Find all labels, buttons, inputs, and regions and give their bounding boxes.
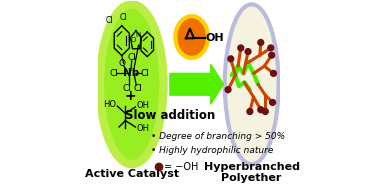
Text: • Highly hydrophilic nature: • Highly hydrophilic nature xyxy=(151,146,273,155)
Circle shape xyxy=(270,100,276,105)
Ellipse shape xyxy=(100,4,164,164)
Ellipse shape xyxy=(175,16,208,58)
Circle shape xyxy=(245,49,251,54)
Text: Cl: Cl xyxy=(122,84,131,93)
Text: Cl: Cl xyxy=(109,69,118,78)
Text: = −OH: = −OH xyxy=(164,162,198,172)
Circle shape xyxy=(258,107,264,113)
Text: Nb: Nb xyxy=(123,68,139,78)
Circle shape xyxy=(247,109,253,114)
Circle shape xyxy=(262,109,268,114)
Text: O: O xyxy=(119,59,125,68)
Text: Cl: Cl xyxy=(127,52,136,62)
Text: Active Catalyst: Active Catalyst xyxy=(85,169,179,179)
Text: Cl: Cl xyxy=(106,16,113,25)
Text: HO: HO xyxy=(103,100,116,109)
Circle shape xyxy=(238,45,244,51)
Circle shape xyxy=(228,56,234,62)
Text: OH: OH xyxy=(136,101,149,110)
Circle shape xyxy=(155,163,163,171)
Circle shape xyxy=(258,40,264,45)
Circle shape xyxy=(268,45,274,51)
Text: +: + xyxy=(124,89,136,103)
Circle shape xyxy=(271,70,276,76)
FancyArrow shape xyxy=(170,64,223,104)
Text: OH: OH xyxy=(136,124,149,133)
Circle shape xyxy=(269,52,274,58)
Text: OH: OH xyxy=(206,33,224,43)
Text: Slow addition: Slow addition xyxy=(125,109,215,122)
Text: Cl: Cl xyxy=(140,69,149,78)
Text: Hyperbranched
Polyether: Hyperbranched Polyether xyxy=(204,162,300,183)
Text: N: N xyxy=(136,32,141,38)
Circle shape xyxy=(225,87,231,93)
Text: O: O xyxy=(131,37,136,43)
Text: Cl: Cl xyxy=(120,13,127,23)
Ellipse shape xyxy=(225,4,279,164)
Text: • Degree of branching > 50%: • Degree of branching > 50% xyxy=(151,132,285,141)
Text: Cl: Cl xyxy=(134,84,143,93)
